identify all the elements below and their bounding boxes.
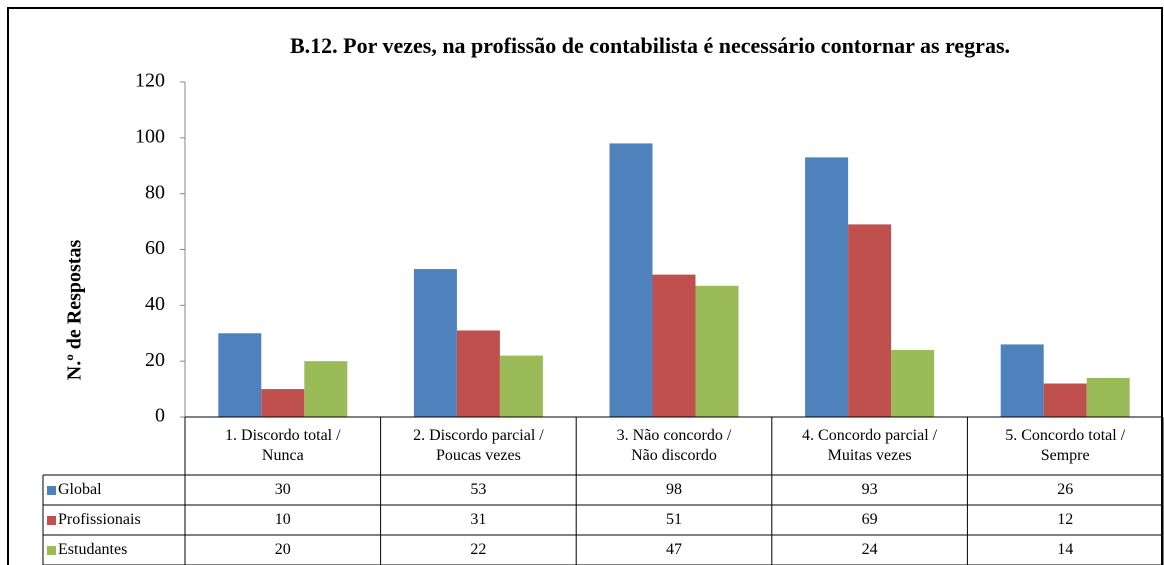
bar bbox=[891, 350, 935, 417]
bar bbox=[652, 274, 696, 417]
x-tick-label: 1. Discordo total / Nunca bbox=[225, 427, 341, 464]
legend-label: Estudantes bbox=[58, 541, 128, 558]
x-tick-label: 5. Concordo total / Sempre bbox=[1005, 427, 1126, 464]
table-value: 12 bbox=[1057, 511, 1074, 528]
y-tick-label: 0 bbox=[155, 405, 165, 427]
legend-label: Global bbox=[58, 481, 102, 498]
bar bbox=[805, 157, 849, 417]
bar bbox=[456, 330, 500, 417]
bar bbox=[304, 361, 348, 417]
y-tick-label: 40 bbox=[145, 293, 165, 315]
legend-entry: Estudantes bbox=[43, 535, 185, 565]
table-value: 10 bbox=[274, 511, 291, 528]
bar bbox=[218, 333, 262, 417]
y-axis-label: N.º de Respostas bbox=[64, 240, 86, 381]
table-value: 98 bbox=[665, 481, 682, 498]
y-tick-label: 120 bbox=[135, 70, 165, 92]
table-value: 47 bbox=[665, 541, 682, 558]
legend-swatch bbox=[47, 545, 56, 555]
table-value: 20 bbox=[274, 541, 291, 558]
legend-entry: Profissionais bbox=[43, 505, 185, 535]
chart-border bbox=[7, 7, 1163, 565]
table-value: 26 bbox=[1057, 481, 1074, 498]
bar bbox=[413, 269, 457, 417]
bar bbox=[695, 285, 739, 417]
y-tick-label: 60 bbox=[145, 237, 165, 259]
table-value: 24 bbox=[861, 541, 878, 558]
x-tick-label: 2. Discordo parcial / Poucas vezes bbox=[413, 427, 544, 464]
x-tick-label: 4. Concordo parcial / Muitas vezes bbox=[802, 427, 938, 464]
table-value: 30 bbox=[274, 481, 291, 498]
chart-title: B.12. Por vezes, na profissão de contabi… bbox=[290, 33, 1010, 58]
table-value: 69 bbox=[861, 511, 878, 528]
bar bbox=[1000, 344, 1044, 417]
legend-entry: Global bbox=[43, 475, 185, 505]
bar bbox=[848, 224, 892, 417]
table-value: 93 bbox=[861, 481, 878, 498]
bar bbox=[609, 143, 653, 417]
bar bbox=[499, 355, 543, 417]
legend-swatch bbox=[47, 485, 56, 495]
bar bbox=[261, 389, 305, 417]
table-value: 51 bbox=[665, 511, 682, 528]
bar bbox=[1086, 377, 1130, 417]
bar bbox=[1043, 383, 1087, 417]
legend-label: Profissionais bbox=[58, 511, 141, 528]
table-value: 53 bbox=[470, 481, 487, 498]
y-tick-label: 20 bbox=[145, 349, 165, 371]
x-tick-label: 3. Não concordo / Não discordo bbox=[616, 427, 732, 464]
table-value: 14 bbox=[1057, 541, 1074, 558]
table-value: 31 bbox=[470, 511, 487, 528]
y-tick-label: 80 bbox=[145, 181, 165, 203]
table-value: 22 bbox=[470, 541, 487, 558]
legend-swatch bbox=[47, 515, 56, 525]
y-tick-label: 100 bbox=[135, 125, 165, 147]
